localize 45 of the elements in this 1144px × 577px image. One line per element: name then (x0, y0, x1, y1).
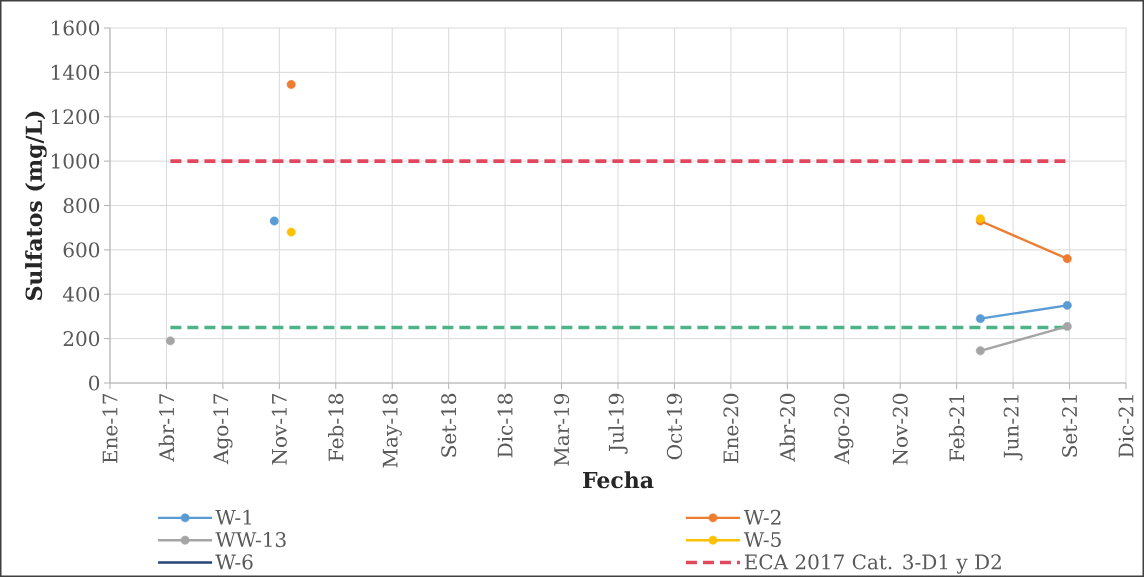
x-tick-label: Nov-20 (892, 393, 908, 465)
x-tick-label: Dic-21 (1118, 395, 1134, 458)
x-tick-label: Nov-17 (271, 393, 287, 465)
x-tick-label: Set-18 (441, 393, 457, 457)
point (1062, 254, 1072, 264)
legend-label: W-2 (743, 509, 781, 525)
point (165, 336, 175, 346)
x-tick-label: May-18 (382, 393, 402, 468)
x-axis-title: Fecha (583, 471, 654, 489)
point (975, 314, 985, 324)
y-tick-label: 1400 (52, 64, 100, 80)
x-tick-label: Set-21 (1061, 395, 1078, 457)
y-tick-label: 1200 (52, 109, 100, 125)
point (269, 216, 279, 226)
y-tick-label: 1000 (52, 153, 100, 169)
y-tick-label: 0 (89, 375, 100, 391)
y-tick-label: 600 (63, 242, 100, 258)
x-tick-label: Oct-19 (666, 393, 682, 460)
legend-label: WW-13 (215, 532, 286, 548)
x-tick-label: Jun-21 (1003, 395, 1023, 461)
x-tick-label: Abr-20 (779, 393, 796, 462)
y-axis-title: Sulfatos (mg/L) (25, 111, 47, 300)
point (286, 227, 296, 237)
legend-label: W-1 (215, 509, 252, 525)
x-tick-label: Dic-18 (497, 393, 513, 458)
x-tick-label: Feb-21 (948, 395, 965, 462)
legend-label: W-6 (215, 554, 253, 570)
y-tick-label: 400 (62, 286, 100, 302)
point (1062, 300, 1072, 310)
x-tick-label: Ene-17 (102, 393, 118, 463)
x-tick-label: Ago-17 (213, 393, 233, 465)
legend-label: W-5 (743, 532, 781, 547)
point (975, 346, 985, 356)
x-tick-label: Feb-18 (328, 393, 344, 462)
x-tick-label: Mar-19 (554, 393, 570, 466)
legend-label: ECA 2017 Cat. 3-D1 y D2 (744, 554, 1001, 574)
x-tick-label: Ago-20 (834, 393, 854, 465)
x-tick-label: Ene-20 (723, 393, 739, 463)
x-tick-label: Abr-17 (158, 393, 175, 462)
x-tick-label: Jul-19 (608, 393, 628, 454)
point (1062, 321, 1072, 331)
y-tick-label: 800 (63, 197, 100, 214)
y-tick-label: 1600 (52, 20, 100, 36)
point (286, 80, 296, 90)
y-tick-label: 200 (63, 331, 100, 347)
